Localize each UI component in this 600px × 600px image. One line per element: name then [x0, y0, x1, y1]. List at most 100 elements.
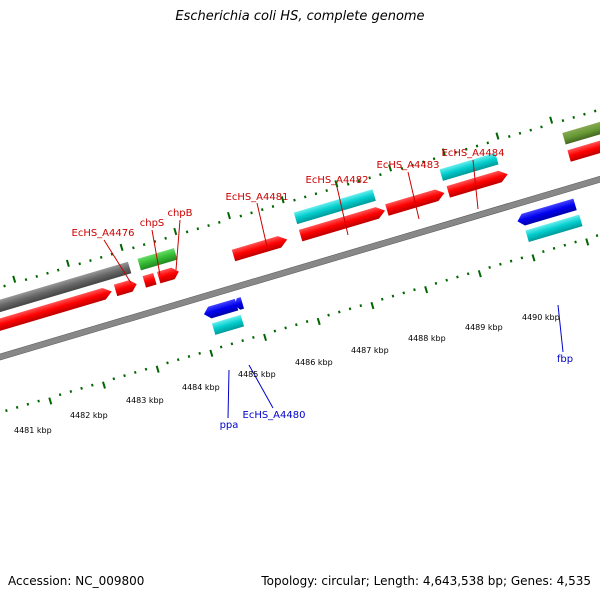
outer-ring-minor-tick: [561, 119, 565, 123]
outer-ring-minor-tick: [411, 163, 414, 167]
gene-fbp-cyan[interactable]: [525, 214, 583, 243]
outer-ring-minor-tick: [540, 125, 543, 129]
outer-ring-minor-tick: [379, 173, 382, 177]
scale-label-4482: 4482 kbp: [70, 411, 108, 420]
gene-label-fbp[interactable]: fbp: [557, 354, 573, 365]
inner-ring-minor-tick: [5, 409, 8, 413]
inner-ring-minor-tick: [542, 250, 545, 254]
inner-scale-ring: [5, 234, 599, 413]
inner-ring-major-tick: [477, 270, 482, 278]
outer-ring-major-tick: [495, 132, 500, 140]
inner-ring-minor-tick: [552, 246, 556, 250]
gene-label-ppa[interactable]: ppa: [220, 420, 239, 431]
inner-ring-minor-tick: [337, 310, 341, 314]
gene-EcHS_A4483-arrow[interactable]: [385, 187, 446, 216]
gene-EcHS_A4476-arrow[interactable]: [0, 286, 113, 339]
inner-ring-minor-tick: [144, 367, 148, 371]
inner-ring-minor-tick: [219, 345, 223, 349]
gene-olive-feature[interactable]: [562, 121, 600, 145]
outer-ring-major-tick: [549, 116, 554, 124]
gene-EcHS_A4484-arrow[interactable]: [446, 168, 510, 198]
genome-summary-text: Topology: circular; Length: 4,643,538 bp…: [261, 574, 591, 588]
outer-ring-minor-tick: [368, 176, 371, 180]
inner-ring-minor-tick: [166, 361, 169, 365]
inner-ring-minor-tick: [595, 234, 599, 238]
inner-ring-minor-tick: [284, 326, 287, 330]
gene-label-EcHS_A4482[interactable]: EcHS_A4482: [306, 175, 369, 186]
outer-ring-minor-tick: [422, 160, 425, 164]
inner-ring-minor-tick: [230, 342, 234, 346]
gene-label-EcHS_A4476[interactable]: EcHS_A4476: [72, 228, 135, 239]
inner-ring-minor-tick: [26, 402, 30, 406]
outer-ring-minor-tick: [185, 230, 189, 234]
top-label-leaders: [103, 159, 479, 284]
gene-EcHS_A4482-arrow[interactable]: [298, 205, 387, 242]
gene-label-EcHS_A4484[interactable]: EcHS_A4484: [442, 148, 505, 159]
gene-chpB-arrow[interactable]: [157, 266, 181, 284]
gene-chpS-arrow[interactable]: [142, 272, 157, 288]
inner-ring-minor-tick: [69, 390, 73, 393]
inner-ring-minor-tick: [123, 374, 126, 378]
gene-label-EcHS_A4481[interactable]: EcHS_A4481: [226, 192, 289, 203]
outer-ring-minor-tick: [132, 246, 135, 250]
inner-ring-minor-tick: [252, 335, 255, 339]
gene-EcHS_A4482-cyan[interactable]: [293, 189, 376, 225]
outer-ring-minor-tick: [400, 166, 404, 170]
outer-ring-minor-tick: [357, 179, 361, 183]
scale-label-4487: 4487 kbp: [351, 346, 389, 355]
accession-text: Accession: NC_009800: [8, 574, 145, 588]
inner-ring-minor-tick: [413, 288, 416, 292]
gene-fbp-arrow[interactable]: [516, 198, 577, 228]
gene-ppa-arrow[interactable]: [202, 298, 239, 320]
gene-ppa-cyan[interactable]: [211, 314, 245, 335]
gene-label-chpS[interactable]: chpS: [140, 218, 165, 229]
outer-ring-major-tick: [12, 275, 17, 283]
scale-label-4486: 4486 kbp: [295, 358, 333, 367]
inner-ring-minor-tick: [359, 304, 363, 308]
outer-ring-minor-tick: [271, 204, 275, 208]
outer-ring-minor-tick: [583, 112, 586, 116]
outer-ring-minor-tick: [89, 259, 92, 263]
gene-EcHS_A4484-cyan[interactable]: [439, 152, 499, 181]
outer-ring-minor-tick: [217, 220, 221, 224]
inner-ring-minor-tick: [499, 262, 502, 266]
outer-ring-minor-tick: [529, 128, 533, 132]
outer-ring-minor-tick: [250, 211, 253, 215]
gene-label-chpB[interactable]: chpB: [167, 208, 192, 219]
outer-ring-major-tick: [65, 259, 70, 267]
inner-ring-minor-tick: [58, 393, 62, 397]
inner-ring-major-tick: [370, 301, 375, 310]
scale-label-4489: 4489 kbp: [465, 323, 503, 332]
gene-label-EcHS_A4483[interactable]: EcHS_A4483: [377, 160, 440, 171]
scale-label-4483: 4483 kbp: [126, 396, 164, 405]
gene-small-arrow[interactable]: [113, 278, 139, 297]
outer-ring-minor-tick: [46, 271, 49, 275]
gene-EcHS_A4481-arrow[interactable]: [231, 234, 289, 262]
outer-ring-minor-tick: [303, 195, 307, 199]
inner-ring-minor-tick: [488, 265, 491, 269]
outer-ring-minor-tick: [260, 208, 264, 212]
inner-ring-minor-tick: [305, 320, 309, 324]
inner-ring-minor-tick: [15, 405, 19, 409]
outer-ring-minor-tick: [99, 255, 103, 259]
inner-ring-minor-tick: [563, 243, 567, 247]
outer-ring-minor-tick: [486, 141, 490, 145]
inner-ring-minor-tick: [273, 329, 277, 333]
gene-label-EcHS_A4480[interactable]: EcHS_A4480: [243, 410, 306, 421]
gene-edge-arrow[interactable]: [567, 139, 600, 162]
outer-ring-minor-tick: [142, 243, 146, 247]
outer-ring-minor-tick: [207, 224, 210, 228]
inner-ring-minor-tick: [445, 278, 449, 282]
inner-ring-minor-tick: [520, 256, 524, 260]
outer-ring-minor-tick: [593, 109, 597, 113]
inner-ring-major-tick: [209, 349, 214, 357]
outer-ring-minor-tick: [196, 227, 200, 231]
outer-ring-minor-tick: [572, 115, 576, 119]
scale-label-4484: 4484 kbp: [182, 383, 220, 392]
outer-ring-minor-tick: [518, 131, 522, 135]
gene-small-blue-arrow[interactable]: [233, 297, 245, 311]
gene-gray-feature[interactable]: [0, 261, 132, 319]
outer-ring-major-tick: [441, 148, 446, 156]
